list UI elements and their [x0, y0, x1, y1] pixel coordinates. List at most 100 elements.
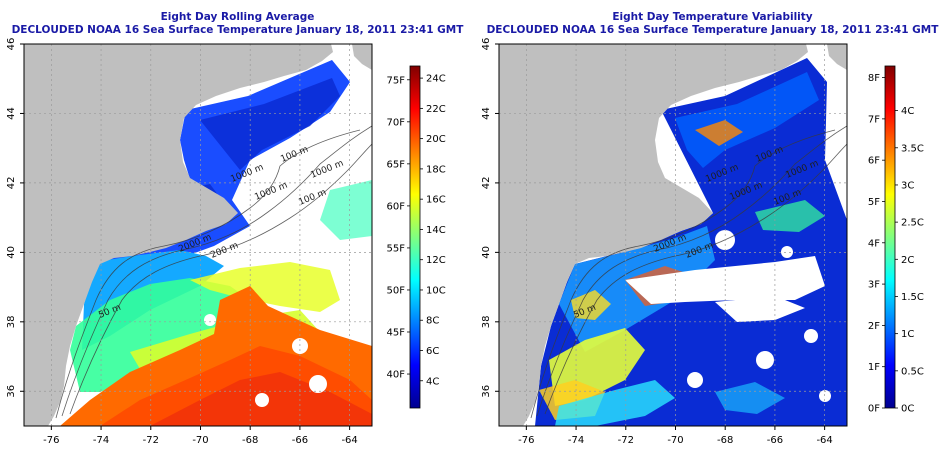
colorbar-label-celsius: 3C: [901, 180, 914, 191]
sst-variability-panel: Eight Day Temperature Variability DECLOU…: [475, 0, 950, 475]
depth-contour: [61, 125, 372, 417]
x-tick-label: -64: [816, 435, 832, 446]
cloud-gap: [756, 351, 774, 369]
cloud-gap: [715, 296, 805, 322]
y-tick-label: 46: [481, 38, 492, 51]
sst-data-region: [190, 262, 340, 312]
cloud-gap: [687, 372, 703, 388]
colorbar-label-fahrenheit: 1F: [868, 362, 880, 373]
colorbar-label-fahrenheit: 40F: [387, 370, 406, 381]
colorbar-label-fahrenheit: 55F: [387, 243, 406, 254]
colorbar-label-fahrenheit: 70F: [387, 117, 406, 128]
colorbar-label-celsius: 14C: [426, 225, 446, 236]
x-tick-label: -66: [292, 435, 308, 446]
x-tick-label: -66: [767, 435, 783, 446]
x-tick-label: -68: [242, 435, 258, 446]
colorbar-label-fahrenheit: 7F: [868, 114, 880, 125]
depth-contour: [55, 129, 361, 419]
sst-data-region: [571, 290, 611, 320]
y-tick-label: 46: [6, 38, 17, 51]
map-subtitle: DECLOUDED NOAA 16 Sea Surface Temperatur…: [486, 24, 939, 36]
cloud-gap: [804, 329, 818, 343]
x-tick-label: -70: [192, 435, 208, 446]
y-tick-label: 38: [6, 315, 17, 328]
map-title: Eight Day Temperature Variability: [612, 11, 813, 23]
x-tick-label: -76: [43, 435, 59, 446]
colorbar: [409, 65, 421, 409]
map-frame: [23, 43, 373, 427]
cloud-gap: [344, 294, 356, 306]
y-tick-label: 40: [6, 246, 17, 259]
colorbar-label-celsius: 4C: [426, 376, 439, 387]
sst-average-panel: Eight Day Rolling Average DECLOUDED NOAA…: [6, 11, 464, 446]
colorbar-label-celsius: 2.5C: [901, 218, 924, 229]
land-mass: [499, 118, 521, 134]
colorbar: [884, 65, 896, 409]
x-tick-label: -68: [717, 435, 733, 446]
colorbar-label-celsius: 8C: [426, 316, 439, 327]
colorbar-label-fahrenheit: 4F: [868, 238, 880, 249]
x-tick-label: -70: [667, 435, 683, 446]
colorbar-label-fahrenheit: 8F: [868, 73, 880, 84]
sst-data-region: [200, 78, 340, 170]
colorbar-label-fahrenheit: 75F: [387, 75, 406, 86]
depth-contour: [530, 129, 836, 419]
cloud-gap: [204, 314, 216, 326]
colorbar-label-celsius: 1C: [901, 329, 914, 340]
map-subtitle: DECLOUDED NOAA 16 Sea Surface Temperatur…: [11, 24, 464, 36]
x-tick-label: -72: [618, 435, 634, 446]
colorbar-label-celsius: 24C: [426, 74, 446, 85]
y-tick-label: 40: [481, 246, 492, 259]
colorbar-label-celsius: 0.5C: [901, 366, 924, 377]
colorbar-label-celsius: 4C: [901, 106, 914, 117]
sst-data-region: [755, 200, 825, 232]
colorbar-label-celsius: 20C: [426, 134, 446, 145]
y-tick-label: 36: [481, 385, 492, 398]
depth-contour: [536, 125, 847, 417]
cloud-gap: [309, 375, 327, 393]
colorbar-label-fahrenheit: 2F: [868, 321, 880, 332]
colorbar-label-celsius: 10C: [426, 285, 446, 296]
cloud-gap: [333, 255, 347, 269]
cloud-gap: [255, 393, 269, 407]
colorbar-label-celsius: 18C: [426, 164, 446, 175]
y-tick-label: 36: [6, 385, 17, 398]
sst-data-region: [320, 180, 372, 240]
colorbar-label-fahrenheit: 45F: [387, 328, 406, 339]
y-tick-label: 38: [481, 315, 492, 328]
map-title: Eight Day Rolling Average: [160, 11, 315, 23]
sst-data-region: [675, 72, 819, 168]
sst-data-region: [695, 120, 743, 146]
x-tick-label: -74: [93, 435, 109, 446]
depth-contour: [69, 143, 372, 415]
colorbar-label-fahrenheit: 65F: [387, 159, 406, 170]
colorbar-label-celsius: 0C: [901, 404, 914, 415]
cloud-gap: [310, 222, 322, 234]
y-tick-label: 44: [481, 107, 492, 120]
cloud-gap: [781, 246, 793, 258]
sst-data-region: [715, 382, 785, 414]
colorbar-label-fahrenheit: 6F: [868, 156, 880, 167]
colorbar-label-fahrenheit: 50F: [387, 285, 406, 296]
colorbar-label-fahrenheit: 5F: [868, 197, 880, 208]
y-tick-label: 44: [6, 107, 17, 120]
depth-contour: [544, 143, 847, 415]
colorbar-label-celsius: 6C: [426, 346, 439, 357]
land-mass: [24, 118, 46, 134]
x-tick-label: -74: [568, 435, 584, 446]
colorbar-label-celsius: 16C: [426, 195, 446, 206]
land-mass: [352, 44, 372, 70]
colorbar-label-celsius: 22C: [426, 104, 446, 115]
sst-data-region: [70, 278, 250, 392]
y-tick-label: 42: [481, 177, 492, 190]
colorbar-label-celsius: 12C: [426, 255, 446, 266]
land-mass: [827, 44, 847, 70]
map-frame: [498, 43, 848, 427]
x-tick-label: -76: [518, 435, 534, 446]
colorbar-label-fahrenheit: 3F: [868, 280, 880, 291]
colorbar-label-celsius: 3.5C: [901, 143, 924, 154]
colorbar-label-celsius: 2C: [901, 255, 914, 266]
y-tick-label: 42: [6, 177, 17, 190]
